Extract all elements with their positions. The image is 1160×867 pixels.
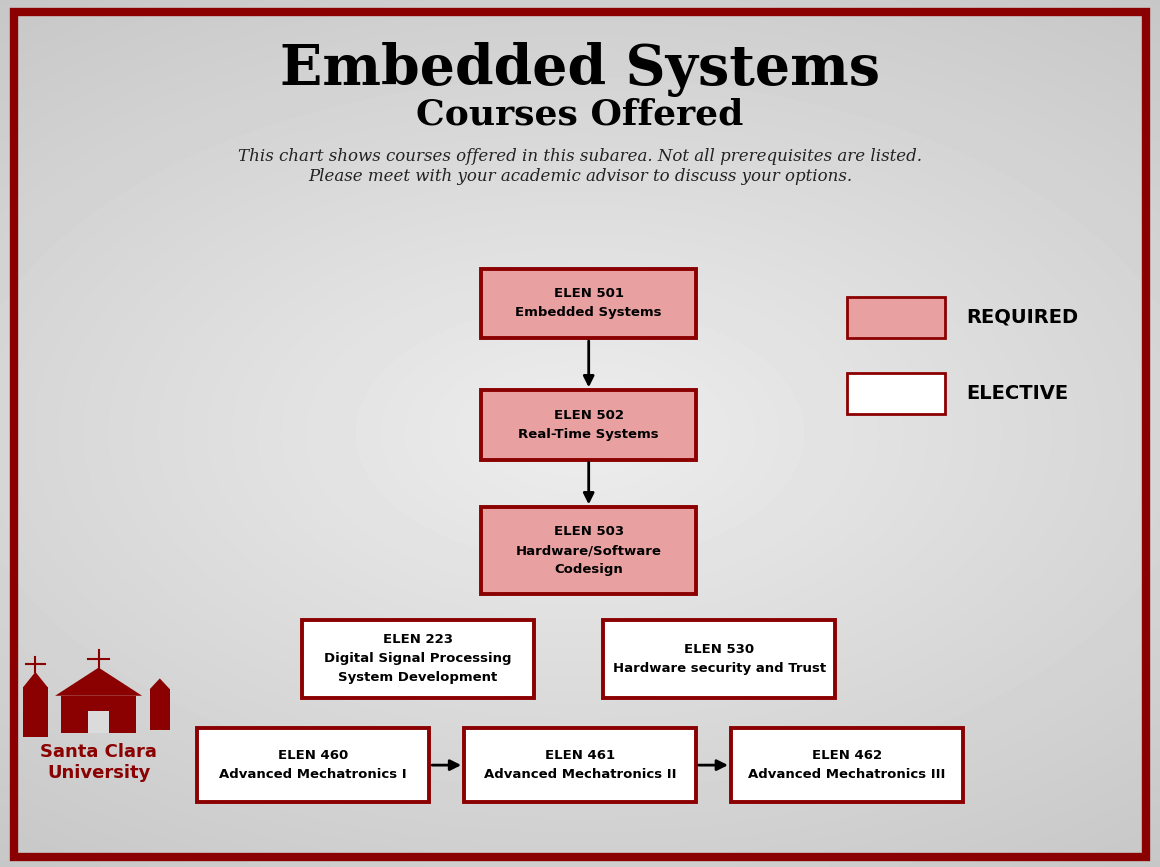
Text: Real-Time Systems: Real-Time Systems <box>519 428 659 440</box>
FancyBboxPatch shape <box>72 707 86 718</box>
Text: ELEN 530: ELEN 530 <box>684 643 754 655</box>
Polygon shape <box>150 678 171 689</box>
Text: Codesign: Codesign <box>554 564 623 576</box>
Polygon shape <box>23 672 48 687</box>
FancyBboxPatch shape <box>111 707 125 718</box>
Text: Embedded Systems: Embedded Systems <box>515 307 662 319</box>
FancyBboxPatch shape <box>731 728 963 802</box>
Polygon shape <box>56 668 143 695</box>
Text: Advanced Mechatronics I: Advanced Mechatronics I <box>219 768 407 781</box>
Text: ELEN 462: ELEN 462 <box>812 749 882 762</box>
FancyBboxPatch shape <box>603 620 835 698</box>
Text: Advanced Mechatronics III: Advanced Mechatronics III <box>748 768 945 781</box>
FancyBboxPatch shape <box>481 269 696 338</box>
FancyBboxPatch shape <box>847 297 945 338</box>
FancyBboxPatch shape <box>464 728 696 802</box>
Text: This chart shows courses offered in this subarea. Not all prerequisites are list: This chart shows courses offered in this… <box>238 147 922 165</box>
Text: Digital Signal Processing: Digital Signal Processing <box>324 653 512 665</box>
FancyBboxPatch shape <box>88 711 109 733</box>
Text: ELEN 460: ELEN 460 <box>278 749 348 762</box>
FancyBboxPatch shape <box>23 687 48 737</box>
FancyBboxPatch shape <box>302 620 534 698</box>
Text: ELEN 501: ELEN 501 <box>553 288 624 300</box>
FancyBboxPatch shape <box>61 695 137 733</box>
FancyBboxPatch shape <box>197 728 429 802</box>
Text: Please meet with your academic advisor to discuss your options.: Please meet with your academic advisor t… <box>307 168 853 186</box>
FancyBboxPatch shape <box>847 373 945 414</box>
Text: Courses Offered: Courses Offered <box>416 97 744 132</box>
Text: ELEN 223: ELEN 223 <box>383 634 452 646</box>
Text: ELEN 502: ELEN 502 <box>553 409 624 421</box>
FancyBboxPatch shape <box>481 507 696 594</box>
Text: Advanced Mechatronics II: Advanced Mechatronics II <box>484 768 676 781</box>
Text: Hardware security and Trust: Hardware security and Trust <box>612 662 826 675</box>
Text: System Development: System Development <box>338 672 498 684</box>
Text: Santa Clara
University: Santa Clara University <box>41 743 157 782</box>
Text: ELEN 461: ELEN 461 <box>545 749 615 762</box>
Text: REQUIRED: REQUIRED <box>966 308 1079 327</box>
Text: ELEN 503: ELEN 503 <box>553 525 624 538</box>
FancyBboxPatch shape <box>481 390 696 460</box>
Text: Hardware/Software: Hardware/Software <box>516 544 661 557</box>
Text: Embedded Systems: Embedded Systems <box>280 42 880 97</box>
Text: ELECTIVE: ELECTIVE <box>966 384 1068 403</box>
FancyBboxPatch shape <box>150 689 169 730</box>
